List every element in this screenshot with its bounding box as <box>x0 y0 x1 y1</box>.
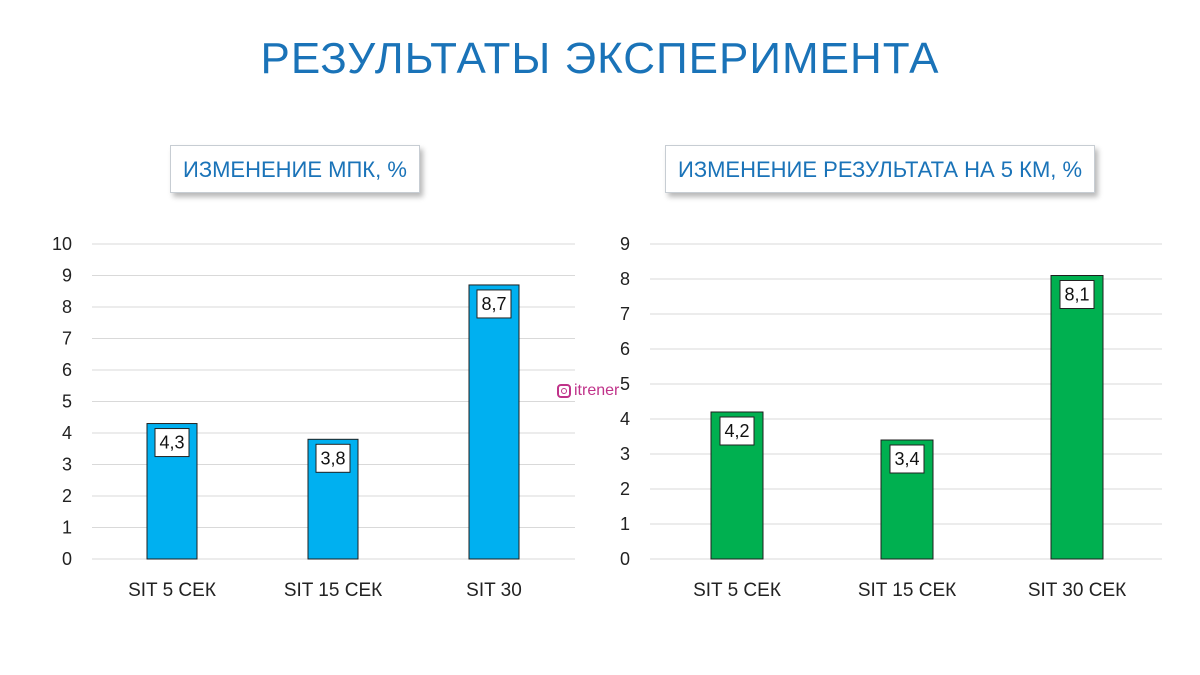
y-tick-label: 2 <box>620 479 630 499</box>
y-tick-label: 1 <box>62 518 72 538</box>
data-label: 3,4 <box>894 449 919 469</box>
x-category-label: SIT 15 СЕК <box>858 580 956 601</box>
data-label-box <box>1059 280 1095 309</box>
instagram-icon <box>557 384 571 398</box>
data-label: 8,7 <box>481 294 506 314</box>
data-label-box <box>889 444 925 474</box>
x-category-label: SIT 5 СЕК <box>128 580 216 601</box>
y-tick-label: 9 <box>620 234 630 254</box>
data-label-box <box>719 416 755 446</box>
data-label-box <box>315 443 351 473</box>
y-tick-label: 3 <box>620 444 630 464</box>
bar <box>1050 275 1104 560</box>
data-label: 3,8 <box>320 448 345 468</box>
y-tick-label: 9 <box>62 266 72 286</box>
y-tick-label: 5 <box>62 392 72 412</box>
y-tick-label: 4 <box>620 409 630 429</box>
y-tick-label: 6 <box>620 339 630 359</box>
y-tick-label: 1 <box>620 514 630 534</box>
watermark-text: itrener <box>574 382 620 399</box>
y-tick-label: 10 <box>52 234 72 254</box>
chart-title-vo2max: ИЗМЕНЕНИЕ МПК, % <box>170 145 420 193</box>
y-tick-label: 8 <box>62 297 72 317</box>
y-tick-label: 6 <box>62 360 72 380</box>
y-tick-label: 5 <box>620 374 630 394</box>
x-category-label: SIT 30 <box>466 580 522 601</box>
x-category-label: SIT 15 СЕК <box>284 580 382 601</box>
x-category-label: SIT 30 СЕК <box>1028 580 1126 601</box>
data-label-box <box>154 428 190 458</box>
y-tick-label: 3 <box>62 455 72 475</box>
y-tick-label: 2 <box>62 486 72 506</box>
y-tick-label: 7 <box>620 304 630 324</box>
bar <box>468 284 520 560</box>
y-tick-label: 0 <box>62 549 72 569</box>
data-label: 8,1 <box>1064 285 1089 305</box>
data-label-box <box>476 289 512 319</box>
y-tick-label: 7 <box>62 329 72 349</box>
x-category-label: SIT 5 СЕК <box>693 580 781 601</box>
y-tick-label: 4 <box>62 423 72 443</box>
y-tick-label: 8 <box>620 269 630 289</box>
data-label: 4,3 <box>159 433 184 453</box>
data-label: 4,2 <box>724 421 749 441</box>
chart-title-5km: ИЗМЕНЕНИЕ РЕЗУЛЬТАТА НА 5 КМ, % <box>665 145 1096 193</box>
y-tick-label: 0 <box>620 549 630 569</box>
page-title: РЕЗУЛЬТАТЫ ЭКСПЕРИМЕНТА <box>260 34 940 83</box>
watermark: itrener <box>557 382 619 400</box>
